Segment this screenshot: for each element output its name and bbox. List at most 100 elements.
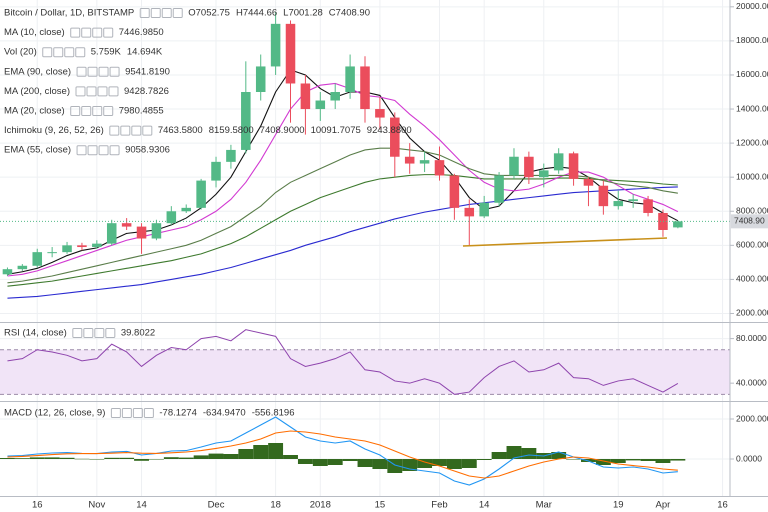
last-price-tag — [731, 214, 768, 229]
legend-icon-remove[interactable] — [103, 27, 114, 38]
legend-name: EMA (55, close) — [4, 145, 71, 156]
macd-histogram-bar — [461, 459, 477, 468]
x-tick-label: 18 — [270, 500, 281, 511]
macd-histogram-bar — [193, 455, 209, 459]
legend-icon-eye[interactable] — [110, 408, 121, 418]
legend-icon-add[interactable] — [98, 145, 109, 156]
labels: 16 Nov 14 Dec 18 2018 15 Feb 14 Mar 19 Apr 16 2000.00… — [4, 1, 768, 511]
candle-body — [419, 160, 430, 164]
candle-body — [285, 23, 296, 84]
candle-body — [658, 212, 668, 230]
legend-value: 7463.5800 — [158, 125, 203, 136]
y-tick-label: 16000.0000 — [736, 69, 768, 79]
legend-icon-eye[interactable] — [70, 106, 81, 116]
legend-icon-add[interactable] — [98, 66, 109, 77]
macd-histogram-bar — [551, 452, 567, 459]
candle-body — [568, 153, 579, 179]
legend-icon-remove[interactable] — [103, 106, 114, 116]
legend-icon-add[interactable] — [94, 328, 105, 338]
macd-histogram-bar — [342, 459, 358, 461]
legend-icon-remove[interactable] — [109, 145, 120, 156]
candle-body — [673, 221, 683, 228]
legend-icon-settings[interactable] — [81, 106, 92, 116]
legend-icon-eye[interactable] — [70, 27, 81, 38]
legend-value: 9541.8190 — [125, 66, 170, 77]
legend-icon-remove[interactable] — [109, 66, 120, 77]
macd-line — [7, 430, 678, 479]
macd-histogram-bar — [163, 457, 179, 459]
legend-name: Ichimoku (9, 26, 52, 26) — [4, 125, 104, 136]
macd-histogram-bar — [104, 457, 120, 459]
legend-icon-settings[interactable] — [86, 86, 97, 97]
y-tick-label: 12000.0000 — [736, 137, 768, 147]
macd-histogram-bar — [566, 459, 582, 460]
rsi-line — [7, 329, 679, 395]
legend-icon-add[interactable] — [161, 8, 172, 18]
legend-icon-settings[interactable] — [150, 8, 161, 18]
candle-body — [479, 202, 489, 217]
x-tick-label: 16 — [32, 500, 43, 511]
legend-icon-remove[interactable] — [172, 8, 183, 18]
legend-icon-eye[interactable] — [76, 145, 87, 156]
legend-icon-remove[interactable] — [108, 86, 119, 97]
macd-histogram-bar — [74, 458, 90, 460]
candle-body — [315, 100, 326, 110]
legend-icon-settings[interactable] — [53, 47, 64, 58]
y-tick-label: 0.0000 — [736, 453, 762, 463]
macd-histogram-bar — [327, 459, 343, 465]
y-tick-label: 6000.0000 — [736, 240, 768, 250]
legend-icon-remove[interactable] — [143, 408, 154, 418]
macd-histogram-bar — [312, 459, 328, 466]
legend-name: MA (10, close) — [4, 27, 65, 38]
legend-icon-settings[interactable] — [87, 66, 98, 77]
legend-icon-add[interactable] — [131, 125, 142, 136]
legend-icon-eye[interactable] — [76, 66, 87, 77]
legend-icon-remove[interactable] — [105, 328, 116, 338]
legend-icon-eye[interactable] — [42, 47, 53, 58]
legend-icon-eye[interactable] — [75, 86, 86, 97]
legend-value: 9243.8800 — [367, 125, 412, 136]
legend-value: 8159.5800 — [209, 125, 254, 136]
candle-body — [151, 223, 162, 239]
legend-value: L7001.28 — [283, 8, 323, 19]
macd-histogram-bar — [655, 459, 671, 463]
x-tick-label: 15 — [375, 500, 386, 511]
candle-body — [583, 178, 594, 186]
legend-icon-settings[interactable] — [83, 328, 94, 338]
x-tick-label: 2018 — [310, 500, 331, 511]
legend-icon-add[interactable] — [64, 47, 75, 58]
legend-icon-settings[interactable] — [121, 408, 132, 418]
legend-icon-remove[interactable] — [142, 125, 153, 136]
candle-body — [226, 149, 236, 162]
macd-histogram-bar — [223, 454, 239, 459]
marks — [0, 11, 730, 486]
legend-icon-settings[interactable] — [81, 27, 92, 38]
macd-histogram-bar — [119, 457, 135, 459]
indicator-line — [7, 82, 679, 277]
candle-body — [47, 252, 57, 254]
y-tick-label: 14000.0000 — [736, 103, 768, 113]
candle-body — [404, 156, 415, 164]
legend-icon-eye[interactable] — [109, 125, 120, 136]
legend-icon-settings[interactable] — [87, 145, 98, 156]
legend-icon-eye[interactable] — [139, 8, 150, 18]
legend-icon-add[interactable] — [92, 106, 103, 116]
candle-body — [375, 109, 385, 118]
macd-line — [7, 416, 678, 486]
macd-histogram-bar — [283, 455, 298, 459]
indicator-line — [7, 174, 678, 287]
legend-icon-add[interactable] — [132, 408, 143, 418]
macd-histogram-bar — [357, 459, 373, 467]
legend-icon-add[interactable] — [97, 86, 108, 97]
legend-icon-add[interactable] — [92, 27, 103, 38]
grid — [0, 0, 730, 496]
legend-value: 10091.7075 — [311, 125, 361, 136]
legend-icon-settings[interactable] — [120, 125, 131, 136]
legend-icon-eye[interactable] — [72, 328, 83, 338]
candle-body — [211, 161, 221, 181]
legend-name: MA (20, close) — [4, 106, 65, 117]
legend-icon-remove[interactable] — [75, 47, 86, 58]
macd-histogram-bar — [148, 459, 164, 460]
